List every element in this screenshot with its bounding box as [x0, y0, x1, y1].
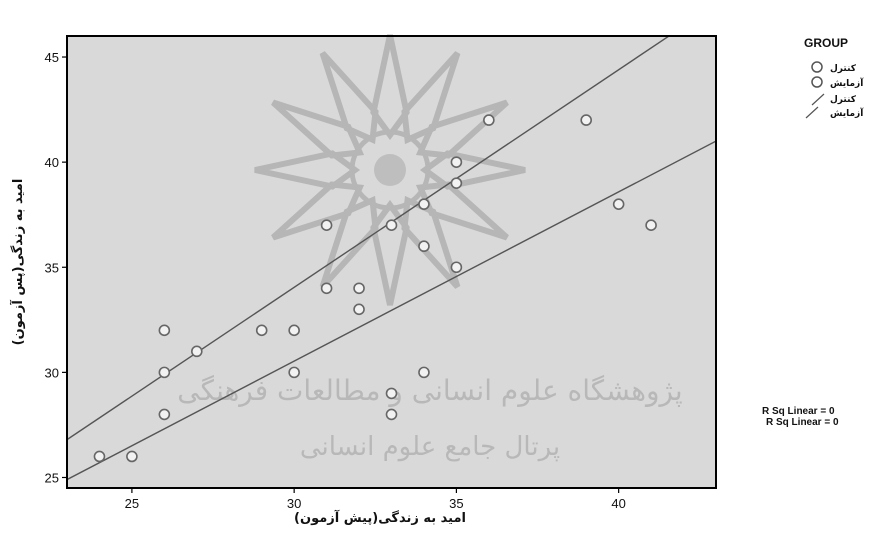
legend-label-marker-experiment: آزمایش — [830, 77, 864, 89]
data-point — [483, 114, 495, 126]
x-tick-label: 25 — [125, 496, 139, 511]
legend-label-line-experiment: آزمایش — [830, 107, 864, 119]
y-axis-label: امید به زندگی(پس آزمون) — [9, 179, 26, 346]
data-points — [93, 114, 657, 463]
data-point — [353, 282, 365, 295]
legend-title: GROUP — [804, 36, 848, 50]
data-point — [158, 408, 171, 421]
x-tick-label: 40 — [611, 496, 625, 511]
data-point — [158, 324, 171, 337]
data-point — [320, 282, 333, 295]
data-point — [288, 324, 300, 337]
data-point — [353, 303, 365, 316]
data-point — [645, 219, 657, 232]
y-tick-label: 30 — [45, 365, 59, 380]
fit-line-1 — [67, 140, 716, 481]
data-point — [191, 345, 203, 358]
data-point — [418, 240, 430, 253]
data-point — [255, 324, 268, 337]
legend-line-experiment — [805, 106, 819, 119]
data-point — [612, 198, 625, 210]
rsq-label-1: R Sq Linear = 0 — [762, 406, 835, 417]
data-point — [385, 387, 398, 400]
y-tick-label: 45 — [45, 50, 59, 65]
data-point — [126, 450, 138, 463]
data-point — [93, 450, 106, 463]
data-point — [320, 219, 333, 232]
data-point — [450, 177, 463, 189]
data-point — [288, 366, 300, 379]
legend-label-marker-control: کنترل — [830, 64, 857, 74]
data-point — [450, 156, 463, 168]
axes: 25 30 35 40 25 30 35 40 45 — [45, 35, 717, 511]
data-point — [450, 261, 463, 274]
y-tick-label: 40 — [45, 155, 59, 170]
x-axis-label: امید به زندگی(پیش آزمون) — [294, 509, 466, 526]
y-tick-label: 25 — [45, 470, 59, 485]
data-point — [418, 198, 430, 210]
x-tick-label: 30 — [287, 496, 301, 511]
data-point — [418, 366, 430, 379]
watermark-line-1: پژوهشگاه علوم انسانی و مطالعات فرهنگی — [177, 374, 682, 407]
data-point — [385, 408, 398, 421]
x-tick-label: 35 — [449, 496, 463, 511]
watermark-line-2: پرتال جامع علوم انسانی — [300, 432, 560, 462]
data-point — [385, 219, 398, 232]
plot-frame — [66, 35, 717, 489]
data-point — [580, 114, 593, 126]
legend-marker-experiment — [811, 76, 823, 88]
rsq-label-2: R Sq Linear = 0 — [766, 417, 839, 428]
legend: GROUP کنترل آزمایش کنترل آزمایش — [804, 36, 864, 119]
legend-label-line-control: کنترل — [830, 95, 857, 105]
y-tick-label: 35 — [45, 260, 59, 275]
legend-line-control — [811, 93, 825, 106]
legend-marker-control — [811, 61, 823, 73]
data-point — [158, 366, 171, 379]
